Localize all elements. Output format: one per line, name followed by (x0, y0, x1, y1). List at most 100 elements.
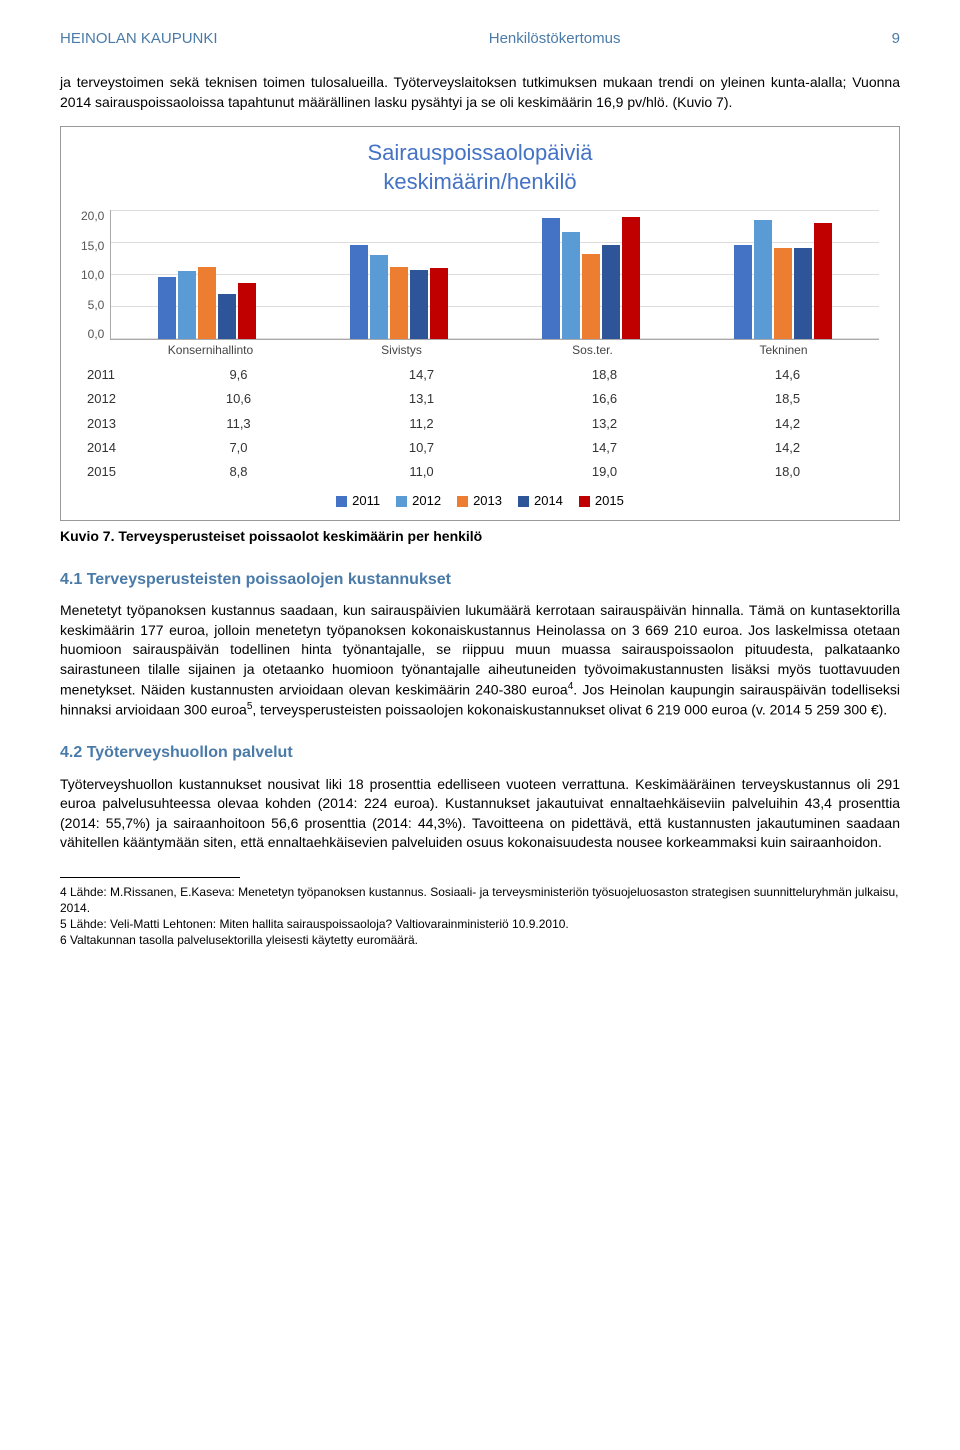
intro-paragraph: ja terveystoimen sekä teknisen toimen tu… (60, 73, 900, 112)
bar-group (495, 210, 687, 339)
legend-swatch (579, 496, 590, 507)
table-cell: 19,0 (513, 460, 696, 484)
chart-title-line1: Sairauspoissaolopäiviä (367, 140, 592, 165)
table-row: 20158,811,019,018,0 (81, 460, 879, 484)
section-41-heading: 4.1 Terveysperusteisten poissaolojen kus… (60, 569, 900, 591)
footnote-4: 4 Lähde: M.Rissanen, E.Kaseva: Menetetyn… (60, 884, 900, 916)
ytick-label: 10,0 (81, 269, 104, 281)
table-cell: 18,8 (513, 363, 696, 387)
bar (238, 283, 256, 340)
bar (622, 217, 640, 340)
bar-group (687, 210, 879, 339)
chart-caption: Kuvio 7. Terveysperusteiset poissaolot k… (60, 527, 900, 547)
y-axis: 20,0 15,0 10,0 5,0 0,0 (81, 210, 110, 340)
bar (410, 270, 428, 339)
bar (774, 248, 792, 340)
bar (198, 267, 216, 340)
row-year-label: 2013 (81, 412, 147, 436)
bar (562, 232, 580, 339)
bar (390, 267, 408, 339)
table-cell: 7,0 (147, 436, 330, 460)
bar (754, 220, 772, 339)
bar (542, 218, 560, 339)
legend-swatch (518, 496, 529, 507)
xtick-label: Tekninen (688, 342, 879, 359)
xtick-label: Sivistys (306, 342, 497, 359)
row-year-label: 2014 (81, 436, 147, 460)
table-cell: 11,3 (147, 412, 330, 436)
bar (602, 245, 620, 340)
page-header: HEINOLAN KAUPUNKI Henkilöstökertomus 9 (60, 28, 900, 49)
table-cell: 16,6 (513, 387, 696, 411)
legend-item: 2013 (457, 492, 502, 510)
ytick-label: 15,0 (81, 240, 104, 252)
table-cell: 8,8 (147, 460, 330, 484)
table-cell: 14,2 (696, 412, 879, 436)
section-42-paragraph: Työterveyshuollon kustannukset nousivat … (60, 775, 900, 853)
legend-swatch (396, 496, 407, 507)
table-cell: 10,7 (330, 436, 513, 460)
header-center: Henkilöstökertomus (489, 28, 621, 49)
table-row: 20119,614,718,814,6 (81, 363, 879, 387)
legend-label: 2015 (595, 492, 624, 510)
legend-label: 2011 (352, 492, 380, 510)
footnote-5: 5 Lähde: Veli-Matti Lehtonen: Miten hall… (60, 916, 900, 932)
bar (794, 248, 812, 340)
bar (734, 245, 752, 339)
xtick-label: Sos.ter. (497, 342, 688, 359)
row-year-label: 2012 (81, 387, 147, 411)
chart-legend: 2011 2012 2013 2014 2015 (81, 492, 879, 510)
header-left: HEINOLAN KAUPUNKI (60, 28, 218, 49)
bar (430, 268, 448, 339)
row-year-label: 2011 (81, 363, 147, 387)
table-cell: 14,7 (330, 363, 513, 387)
bar (814, 223, 832, 339)
bar-group (111, 210, 303, 339)
legend-item: 2012 (396, 492, 441, 510)
table-row: 20147,010,714,714,2 (81, 436, 879, 460)
legend-item: 2015 (579, 492, 624, 510)
legend-label: 2012 (412, 492, 441, 510)
table-row: 201311,311,213,214,2 (81, 412, 879, 436)
chart-title: Sairauspoissaolopäiviä keskimäärin/henki… (81, 139, 879, 196)
legend-swatch (457, 496, 468, 507)
footnote-6: 6 Valtakunnan tasolla palvelusektorilla … (60, 932, 900, 948)
section-42-heading: 4.2 Työterveyshuollon palvelut (60, 742, 900, 764)
chart-plot: 20,0 15,0 10,0 5,0 0,0 (81, 210, 879, 340)
page-number: 9 (892, 28, 900, 49)
table-cell: 13,1 (330, 387, 513, 411)
bar (350, 245, 368, 340)
row-year-label: 2015 (81, 460, 147, 484)
legend-label: 2014 (534, 492, 563, 510)
bar-group (303, 210, 495, 339)
bar (218, 294, 236, 339)
chart-container: Sairauspoissaolopäiviä keskimäärin/henki… (60, 126, 900, 521)
ytick-label: 0,0 (88, 328, 105, 340)
bar (582, 254, 600, 339)
chart-data-table: 20119,614,718,814,6201210,613,116,618,52… (81, 363, 879, 484)
table-cell: 14,6 (696, 363, 879, 387)
legend-item: 2011 (336, 492, 380, 510)
legend-swatch (336, 496, 347, 507)
table-cell: 14,7 (513, 436, 696, 460)
plot-area (110, 210, 879, 340)
table-cell: 11,2 (330, 412, 513, 436)
table-cell: 10,6 (147, 387, 330, 411)
table-cell: 18,0 (696, 460, 879, 484)
ytick-label: 5,0 (88, 299, 105, 311)
ytick-label: 20,0 (81, 210, 104, 222)
section-41-paragraph: Menetetyt työpanoksen kustannus saadaan,… (60, 601, 900, 720)
bar (158, 277, 176, 339)
table-cell: 9,6 (147, 363, 330, 387)
chart-title-line2: keskimäärin/henkilö (383, 169, 576, 194)
legend-item: 2014 (518, 492, 563, 510)
table-row: 201210,613,116,618,5 (81, 387, 879, 411)
footnote-separator (60, 877, 240, 878)
xtick-label: Konsernihallinto (115, 342, 306, 359)
footnotes: 4 Lähde: M.Rissanen, E.Kaseva: Menetetyn… (60, 884, 900, 949)
table-cell: 18,5 (696, 387, 879, 411)
table-cell: 13,2 (513, 412, 696, 436)
table-cell: 11,0 (330, 460, 513, 484)
bars-row (111, 210, 879, 339)
x-axis-labels: KonsernihallintoSivistysSos.ter.Tekninen (115, 342, 879, 359)
